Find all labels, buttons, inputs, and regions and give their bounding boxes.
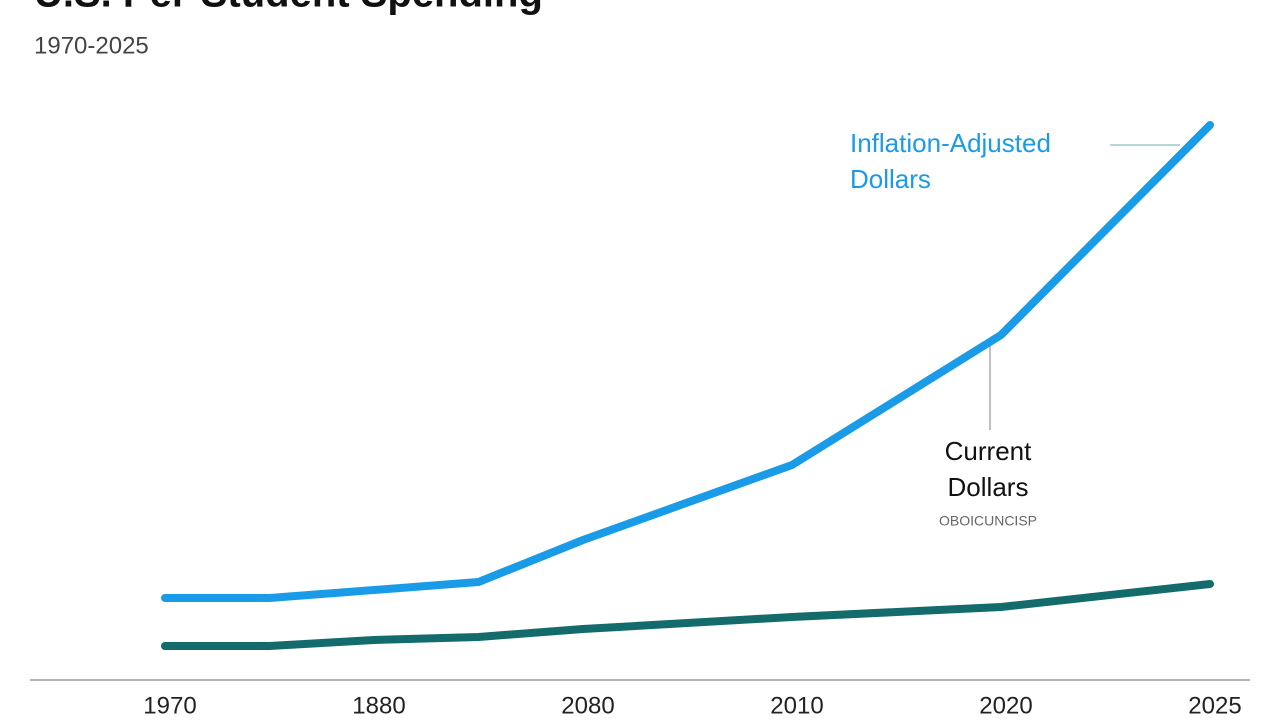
x-tick-label: 1970: [143, 692, 196, 719]
x-tick-label: 2025: [1188, 692, 1241, 719]
x-tick-label: 2010: [770, 692, 823, 719]
series-line: [161, 121, 1214, 602]
annotation: OBOICUNCISP: [939, 513, 1037, 529]
series-label: Dollars: [850, 164, 931, 194]
x-tick-label: 2020: [979, 692, 1032, 719]
chart-title: U.S. Per-Student Spending: [34, 0, 543, 16]
series-label: Inflation-Adjusted: [850, 128, 1051, 158]
x-tick-label: 1880: [352, 692, 405, 719]
x-tick-label: 2080: [561, 692, 614, 719]
series-label: Current: [945, 436, 1032, 466]
series-line: [161, 580, 1214, 650]
series-label: Dollars: [948, 472, 1029, 502]
chart-subtitle: 1970-2025: [34, 32, 149, 59]
